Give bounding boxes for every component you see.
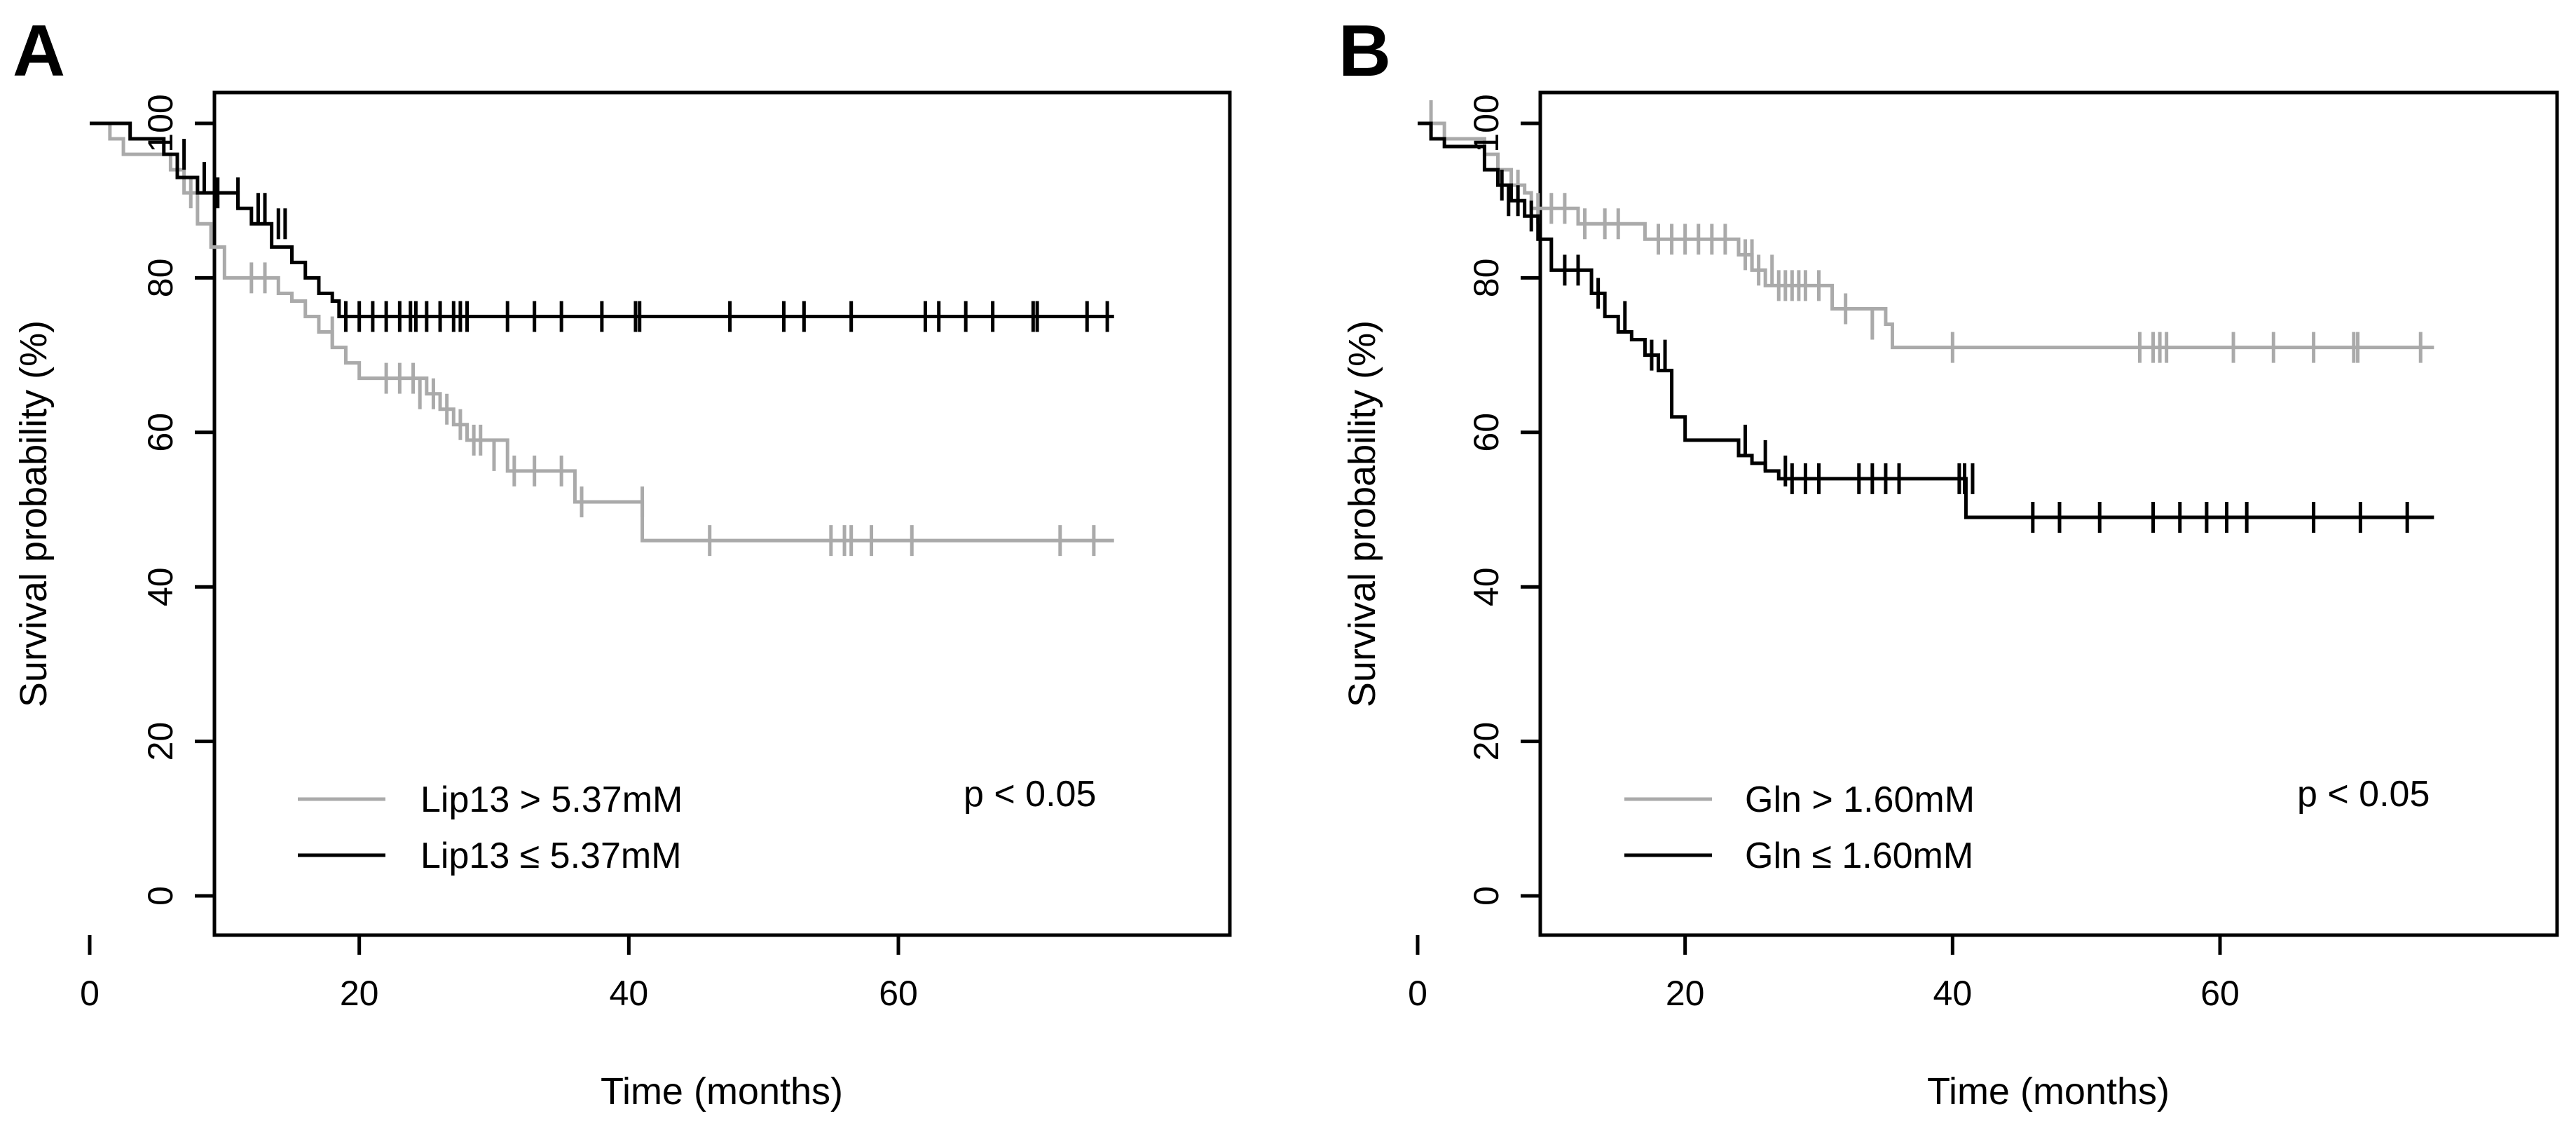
x-tick-label-a-3: 60 — [879, 974, 918, 1013]
y-tick-label-b-4: 80 — [1467, 259, 1506, 298]
plot-frame-a — [212, 90, 1232, 937]
survival-curve-b-0 — [1418, 121, 2434, 350]
p-value-a: p < 0.05 — [964, 774, 1096, 815]
y-tick-label-b-5: 100 — [1467, 94, 1506, 152]
survival-curve-b-1 — [1418, 121, 2434, 519]
y-tick-label-b-2: 40 — [1467, 567, 1506, 606]
p-value-b: p < 0.05 — [2297, 774, 2430, 815]
y-tick-label-a-3: 60 — [141, 413, 180, 452]
y-tick-label-a-4: 80 — [141, 259, 180, 298]
x-tick-label-b-1: 20 — [1666, 974, 1705, 1013]
x-tick-label-b-0: 0 — [1408, 974, 1427, 1013]
y-tick-label-b-0: 0 — [1467, 886, 1506, 906]
x-tick-label-b-3: 60 — [2200, 974, 2240, 1013]
x-tick-label-b-2: 40 — [1933, 974, 1973, 1013]
survival-curve-a-0 — [90, 121, 1114, 543]
y-tick-label-b-3: 60 — [1467, 413, 1506, 452]
y-tick-label-b-1: 20 — [1467, 722, 1506, 761]
legend-b: Gln > 1.60mM Gln ≤ 1.60mM — [1624, 780, 1975, 876]
y-tick-label-a-1: 20 — [141, 722, 180, 761]
chart-panel-b: B 0 20 40 60 0 20 40 60 80 100 Time (months) Surv… — [1338, 11, 2559, 1112]
legend-label-b-1: Gln ≤ 1.60mM — [1745, 836, 1973, 876]
x-tick-label-a-2: 40 — [610, 974, 649, 1013]
y-tick-label-a-5: 100 — [141, 94, 180, 152]
plot-marks-a — [90, 121, 1114, 557]
y-tick-label-a-2: 40 — [141, 567, 180, 606]
ticks-b: 0 20 40 60 0 20 40 60 80 100 — [1408, 94, 2240, 1013]
x-tick-label-a-1: 20 — [340, 974, 379, 1013]
panel-label-a: A — [13, 11, 65, 92]
y-axis-title-a: Survival probability (%) — [13, 320, 55, 707]
y-tick-label-a-0: 0 — [141, 886, 180, 906]
ticks-a: 0 20 40 60 0 20 40 60 80 100 — [80, 94, 918, 1013]
legend-label-a-1: Lip13 ≤ 5.37mM — [420, 836, 682, 876]
y-axis-title-b: Survival probability (%) — [1341, 320, 1383, 707]
x-axis-title-a: Time (months) — [601, 1070, 843, 1112]
plot-marks-b — [1418, 100, 2434, 533]
legend-label-a-0: Lip13 > 5.37mM — [420, 780, 683, 820]
plot-frame-b — [1538, 90, 2559, 937]
legend-a: Lip13 > 5.37mM Lip13 ≤ 5.37mM — [298, 780, 683, 876]
legend-label-b-0: Gln > 1.60mM — [1745, 780, 1975, 820]
survival-curve-a-1 — [90, 121, 1114, 318]
panel-label-b: B — [1338, 11, 1391, 92]
x-tick-label-a-0: 0 — [80, 974, 100, 1013]
x-axis-title-b: Time (months) — [1927, 1070, 2170, 1112]
chart-panel-a: A 0 20 40 60 0 20 40 60 80 100 Time (months) Surv… — [13, 11, 1232, 1112]
